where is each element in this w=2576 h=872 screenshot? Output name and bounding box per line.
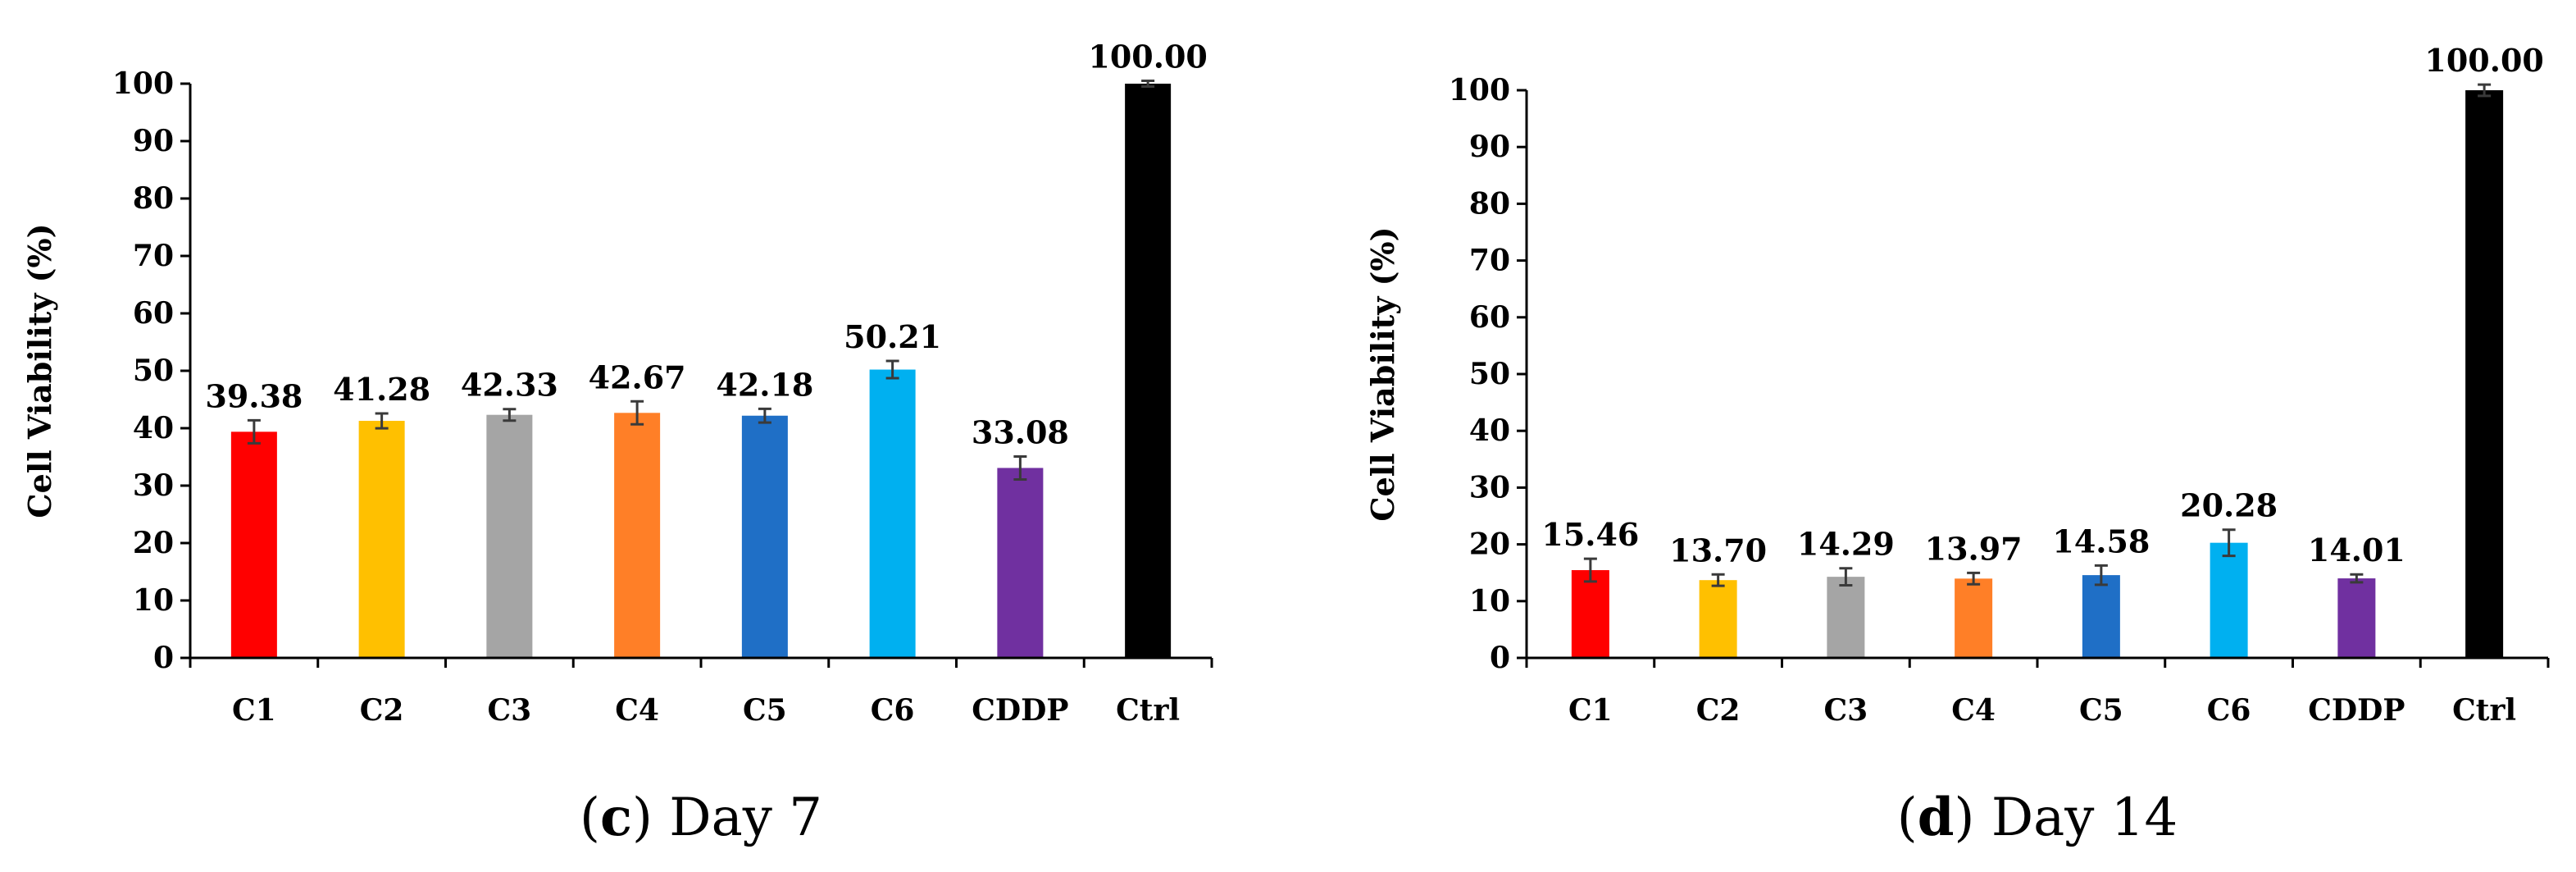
y-tick-label: 80 [133, 181, 174, 216]
bar-ctrl [1125, 84, 1172, 658]
y-tick-label: 0 [1490, 641, 1510, 675]
bar-ctrl [2465, 90, 2504, 658]
bar-c3 [486, 414, 533, 658]
bar-c5 [741, 415, 788, 658]
y-tick-label: 10 [133, 583, 174, 618]
panel-caption: (d) Day 14 [1897, 787, 2178, 848]
x-tick-label: C4 [615, 693, 659, 728]
data-label: 39.38 [205, 377, 303, 414]
data-label: 42.67 [589, 358, 686, 395]
caption-text: Day 14 [1991, 788, 2178, 848]
y-axis-label: Cell Viability (%) [1364, 226, 1401, 521]
x-tick-label: Ctrl [2452, 693, 2516, 728]
data-label: 15.46 [1541, 516, 1639, 553]
x-tick-label: C3 [488, 693, 532, 728]
data-label: 13.70 [1669, 532, 1767, 568]
bar-c2 [1699, 580, 1737, 658]
y-tick-label: 50 [133, 354, 174, 388]
y-tick-label: 80 [1469, 186, 1510, 221]
data-label: 42.33 [461, 367, 558, 404]
caption-paren-open: ( [580, 788, 600, 848]
y-tick-label: 100 [1449, 73, 1510, 107]
y-tick-label: 60 [1469, 300, 1510, 335]
x-tick-label: C6 [2207, 693, 2251, 728]
bar-c5 [2082, 575, 2120, 658]
bar-c6 [2210, 542, 2248, 658]
chart-day-14: 0 10 20 30 40 50 60 70 80 90 100 15.46 C1 13.70 C2 14.2… [1364, 42, 2550, 848]
caption-paren-open: ( [1897, 788, 1918, 848]
y-tick-label: 60 [133, 296, 174, 331]
bar-c2 [358, 421, 405, 658]
bar-c4 [1955, 578, 1993, 658]
x-tick-label: CDDP [972, 693, 1068, 728]
y-tick-label: 10 [1469, 584, 1510, 619]
y-axis-label: Cell Viability (%) [21, 223, 58, 518]
x-tick-label: CDDP [2308, 693, 2405, 728]
y-tick-label: 40 [1469, 413, 1510, 448]
data-label: 20.28 [2180, 487, 2278, 524]
y-tick-label: 30 [1469, 470, 1510, 504]
y-tick-label: 90 [1469, 130, 1510, 164]
caption-letter: c [600, 787, 632, 848]
y-tick-label: 0 [153, 641, 174, 675]
data-label: 13.97 [1925, 530, 2023, 567]
bar-c6 [869, 369, 916, 658]
data-label: 14.58 [2052, 523, 2150, 559]
y-tick-label: 100 [112, 66, 174, 101]
x-tick-label: C4 [1951, 693, 1996, 728]
x-tick-label: C1 [232, 693, 276, 728]
caption-text: Day 7 [669, 788, 822, 848]
y-tick-label: 50 [1469, 357, 1510, 391]
x-tick-label: C3 [1824, 693, 1868, 728]
x-tick-label: C1 [1568, 693, 1613, 728]
bar-c4 [614, 413, 661, 658]
y-tick-label: 90 [133, 124, 174, 158]
caption-letter: d [1918, 787, 1955, 848]
x-tick-label: Ctrl [1116, 693, 1180, 728]
data-label: 14.29 [1797, 526, 1895, 563]
x-tick-label: C6 [871, 693, 915, 728]
y-tick-label: 70 [1469, 244, 1510, 278]
bar-cddp [997, 468, 1044, 658]
chart-day-7: 0 10 20 30 40 50 60 70 80 90 100 39.38 C1 41.28 C2 42.3… [21, 39, 1213, 848]
caption-paren-close: ) [1955, 788, 1991, 848]
bar-c1 [1571, 570, 1609, 658]
bar-c1 [230, 431, 277, 658]
caption-paren-close: ) [632, 788, 669, 848]
data-label: 41.28 [333, 371, 430, 408]
x-tick-label: C2 [1696, 693, 1741, 728]
y-tick-label: 20 [1469, 527, 1510, 562]
bar-cddp [2337, 578, 2376, 658]
y-tick-label: 40 [133, 411, 174, 445]
data-label: 33.08 [972, 413, 1069, 450]
data-label: 42.18 [716, 366, 813, 403]
y-tick-label: 30 [133, 468, 174, 503]
x-tick-label: C2 [360, 693, 404, 728]
data-label: 50.21 [844, 318, 941, 355]
y-tick-label: 20 [133, 526, 174, 560]
bar-c3 [1827, 577, 1865, 658]
panel-caption: (c) Day 7 [580, 787, 822, 848]
x-tick-label: C5 [2079, 693, 2123, 728]
data-label: 100.00 [2424, 42, 2543, 79]
y-tick-label: 70 [133, 239, 174, 273]
data-label: 100.00 [1088, 39, 1207, 75]
x-tick-label: C5 [743, 693, 787, 728]
data-label: 14.01 [2308, 532, 2405, 568]
